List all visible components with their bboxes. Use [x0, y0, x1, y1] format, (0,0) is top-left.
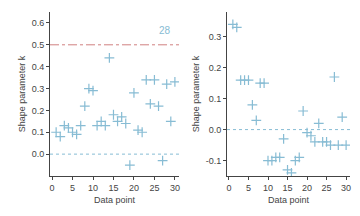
svg-text:30: 30 [170, 183, 180, 193]
svg-text:Data point: Data point [94, 195, 136, 205]
svg-text:20: 20 [129, 183, 139, 193]
svg-text:15: 15 [108, 183, 118, 193]
svg-text:0.5: 0.5 [32, 40, 45, 50]
svg-text:Shape parameter k: Shape parameter k [191, 55, 201, 132]
svg-text:5: 5 [70, 183, 75, 193]
svg-text:0.6: 0.6 [32, 18, 45, 28]
svg-text:0: 0 [50, 183, 55, 193]
svg-text:0.0: 0.0 [209, 125, 222, 135]
svg-text:5: 5 [246, 183, 251, 193]
svg-text:0.4: 0.4 [32, 62, 45, 72]
svg-text:25: 25 [322, 183, 332, 193]
svg-text:0.2: 0.2 [32, 106, 45, 116]
svg-text:25: 25 [149, 183, 159, 193]
svg-text:-0.1: -0.1 [206, 156, 222, 166]
svg-text:0.3: 0.3 [32, 84, 45, 94]
svg-text:10: 10 [263, 183, 273, 193]
svg-text:Shape parameter k: Shape parameter k [17, 55, 27, 132]
svg-text:0.1: 0.1 [209, 94, 222, 104]
svg-text:0.3: 0.3 [209, 32, 222, 42]
svg-text:28: 28 [159, 25, 171, 36]
svg-text:0.2: 0.2 [209, 63, 222, 73]
svg-text:20: 20 [302, 183, 312, 193]
svg-text:15: 15 [283, 183, 293, 193]
svg-text:10: 10 [88, 183, 98, 193]
svg-text:Data point: Data point [268, 195, 310, 205]
svg-text:30: 30 [341, 183, 351, 193]
svg-text:0: 0 [226, 183, 231, 193]
svg-text:0.0: 0.0 [32, 149, 45, 159]
svg-text:0.1: 0.1 [32, 127, 45, 137]
